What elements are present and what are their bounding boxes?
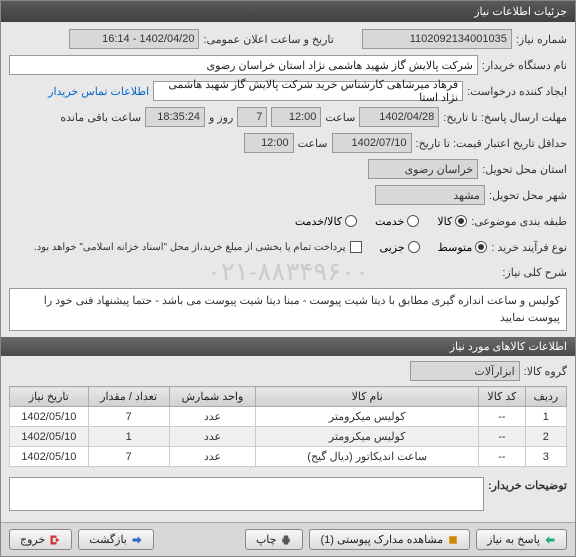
table-cell: 1402/05/10 — [10, 427, 89, 447]
back-button[interactable]: بازگشت — [78, 529, 154, 550]
print-button[interactable]: چاپ — [245, 529, 304, 550]
group-label: گروه کالا: — [524, 365, 567, 378]
city-field: مشهد — [375, 185, 485, 205]
window-title: جزئیات اطلاعات نیاز — [1, 1, 575, 22]
reply-icon — [544, 534, 556, 546]
table-row[interactable]: 3--ساعت اندیکاتور (دیال گیج)عدد71402/05/… — [10, 447, 567, 467]
table-cell: 7 — [88, 407, 169, 427]
desc-label: شرح کلی نیاز: — [502, 262, 567, 279]
radio-minor[interactable]: جزیی — [380, 241, 420, 254]
category-label: طبقه بندی موضوعی: — [471, 215, 567, 228]
process-radio-group: متوسط جزیی — [380, 241, 488, 254]
table-cell: 3 — [525, 447, 566, 467]
table-cell: -- — [479, 407, 526, 427]
items-table: ردیف کد کالا نام کالا واحد شمارش تعداد /… — [9, 386, 567, 467]
radio-medium[interactable]: متوسط — [438, 241, 488, 254]
table-cell: -- — [479, 427, 526, 447]
buyer-field: شرکت پالایش گاز شهید هاشمی نژاد استان خر… — [9, 55, 478, 75]
announce-label: تاریخ و ساعت اعلان عمومی: — [203, 33, 333, 46]
province-field: خراسان رضوی — [368, 159, 478, 179]
items-section-header: اطلاعات کالاهای مورد نیاز — [1, 337, 575, 356]
province-label: استان محل تحویل: — [482, 163, 567, 176]
pay-note: پرداخت تمام یا بخشی از مبلغ خرید،از محل … — [34, 242, 346, 253]
need-no-field: 1102092134001035 — [362, 29, 512, 49]
table-cell: 1402/05/10 — [10, 407, 89, 427]
requester-label: ایجاد کننده درخواست: — [467, 85, 567, 98]
remain-label: ساعت باقی مانده — [60, 111, 141, 124]
back-icon — [131, 534, 143, 546]
remarks-label: توضیحات خریدار: — [488, 475, 567, 492]
col-qty: تعداد / مقدار — [88, 387, 169, 407]
remarks-box — [9, 477, 484, 511]
remain-time-field: 18:35:24 — [145, 107, 205, 127]
days-label: روز و — [209, 111, 233, 124]
reply-time-field: 12:00 — [271, 107, 321, 127]
radio-service[interactable]: خدمت — [375, 215, 419, 228]
need-no-label: شماره نیاز: — [516, 33, 567, 46]
reply-deadline-label: مهلت ارسال پاسخ: تا تاریخ: — [443, 111, 567, 124]
reply-date-field: 1402/04/28 — [359, 107, 439, 127]
main-window: جزئیات اطلاعات نیاز ۰۲۱-۸۸۳۴۹۶۰۰ شماره ن… — [0, 0, 576, 557]
table-row[interactable]: 1--کولیس میکرومترعدد71402/05/10 — [10, 407, 567, 427]
requester-field: فرهاد میرشاهی کارشناس خرید شرکت پالایش گ… — [153, 81, 463, 101]
days-field: 7 — [237, 107, 267, 127]
table-cell: -- — [479, 447, 526, 467]
min-valid-time-field: 12:00 — [244, 133, 294, 153]
print-icon — [280, 534, 292, 546]
col-row: ردیف — [525, 387, 566, 407]
table-cell: 1 — [525, 407, 566, 427]
col-code: کد کالا — [479, 387, 526, 407]
table-cell: 7 — [88, 447, 169, 467]
process-label: نوع فرآیند خرید : — [491, 241, 567, 254]
table-cell: عدد — [169, 447, 256, 467]
col-unit: واحد شمارش — [169, 387, 256, 407]
min-valid-date-field: 1402/07/10 — [332, 133, 412, 153]
attachments-button[interactable]: مشاهده مدارک پیوستی (1) — [309, 529, 470, 550]
table-cell: عدد — [169, 407, 256, 427]
treasury-checkbox[interactable] — [350, 241, 362, 253]
min-valid-label: حداقل تاریخ اعتبار قیمت: تا تاریخ: — [416, 137, 567, 150]
radio-both[interactable]: کالا/خدمت — [295, 215, 357, 228]
reply-time-label: ساعت — [325, 111, 355, 124]
category-radio-group: کالا خدمت کالا/خدمت — [295, 215, 467, 228]
footer-bar: پاسخ به نیاز مشاهده مدارک پیوستی (1) چاپ… — [1, 522, 575, 556]
exit-icon — [49, 534, 61, 546]
desc-box: کولیس و ساعت اندازه گیری مطابق با دیتا ش… — [9, 288, 567, 331]
table-cell: عدد — [169, 427, 256, 447]
table-cell: 1 — [88, 427, 169, 447]
table-header-row: ردیف کد کالا نام کالا واحد شمارش تعداد /… — [10, 387, 567, 407]
table-cell: 1402/05/10 — [10, 447, 89, 467]
radio-goods[interactable]: کالا — [437, 215, 467, 228]
table-cell: کولیس میکرومتر — [256, 427, 479, 447]
attachment-icon — [447, 534, 459, 546]
table-cell: ساعت اندیکاتور (دیال گیج) — [256, 447, 479, 467]
reply-button[interactable]: پاسخ به نیاز — [476, 529, 567, 550]
exit-button[interactable]: خروج — [9, 529, 72, 550]
buyer-label: نام دستگاه خریدار: — [482, 59, 567, 72]
group-field: ابزارآلات — [410, 361, 520, 381]
contact-link[interactable]: اطلاعات تماس خریدار — [48, 85, 149, 98]
content-area: ۰۲۱-۸۸۳۴۹۶۰۰ شماره نیاز: 110209213400103… — [1, 22, 575, 522]
min-valid-time-label: ساعت — [298, 137, 328, 150]
table-row[interactable]: 2--کولیس میکرومترعدد11402/05/10 — [10, 427, 567, 447]
city-label: شهر محل تحویل: — [489, 189, 567, 202]
col-name: نام کالا — [256, 387, 479, 407]
table-cell: کولیس میکرومتر — [256, 407, 479, 427]
announce-field: 1402/04/20 - 16:14 — [69, 29, 199, 49]
table-cell: 2 — [525, 427, 566, 447]
col-date: تاریخ نیاز — [10, 387, 89, 407]
